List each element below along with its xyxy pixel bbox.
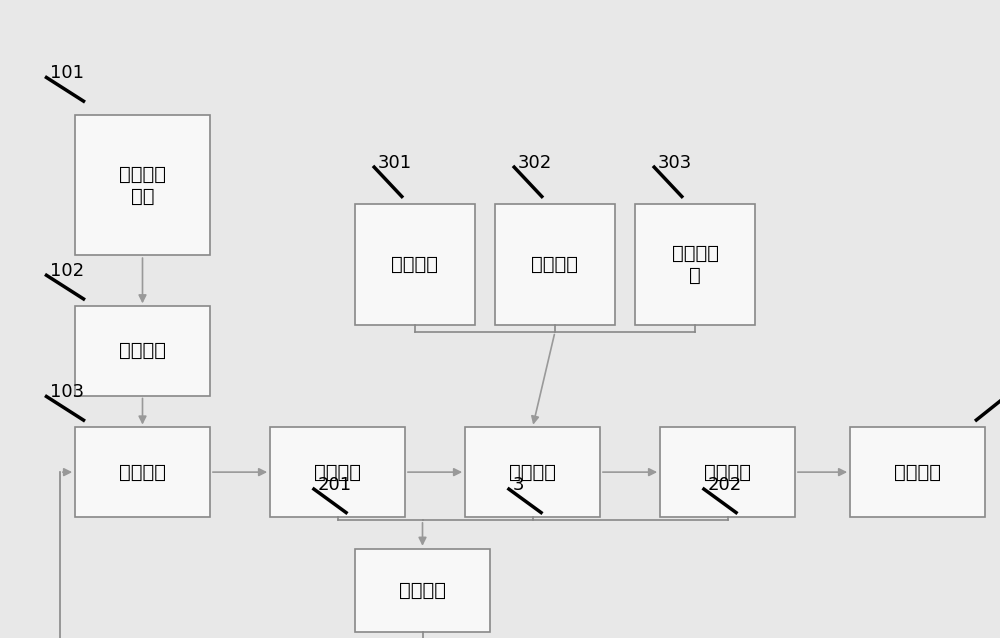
Text: 201: 201 (318, 476, 352, 494)
Text: 放电电阻: 放电电阻 (704, 463, 751, 482)
Bar (465, 427, 600, 517)
Bar (270, 427, 405, 517)
Text: 3: 3 (512, 476, 524, 494)
Text: 散热系统: 散热系统 (399, 581, 446, 600)
Bar (635, 204, 755, 325)
Bar (495, 204, 615, 325)
Text: 301: 301 (378, 154, 412, 172)
Text: 充电电感: 充电电感 (119, 341, 166, 360)
Text: 101: 101 (50, 64, 84, 82)
Text: 103: 103 (50, 383, 84, 401)
Text: 充电电阻: 充电电阻 (119, 463, 166, 482)
Text: 放电开关: 放电开关 (509, 463, 556, 482)
Text: 储能电容: 储能电容 (314, 463, 361, 482)
Bar (850, 427, 985, 517)
Text: 磁场线圈: 磁场线圈 (894, 463, 941, 482)
Text: 放电电极: 放电电极 (392, 255, 438, 274)
Bar (355, 204, 475, 325)
Bar (355, 549, 490, 632)
Text: 303: 303 (658, 154, 692, 172)
Text: 充气装置: 充气装置 (531, 255, 578, 274)
Text: 102: 102 (50, 262, 84, 280)
Text: 202: 202 (708, 476, 742, 494)
Bar (75, 306, 210, 396)
Text: 302: 302 (518, 154, 552, 172)
Text: 高压电源
模块: 高压电源 模块 (119, 165, 166, 205)
Bar (660, 427, 795, 517)
Text: 气压测量
仪: 气压测量 仪 (672, 244, 719, 285)
Bar (75, 427, 210, 517)
Bar (75, 115, 210, 255)
